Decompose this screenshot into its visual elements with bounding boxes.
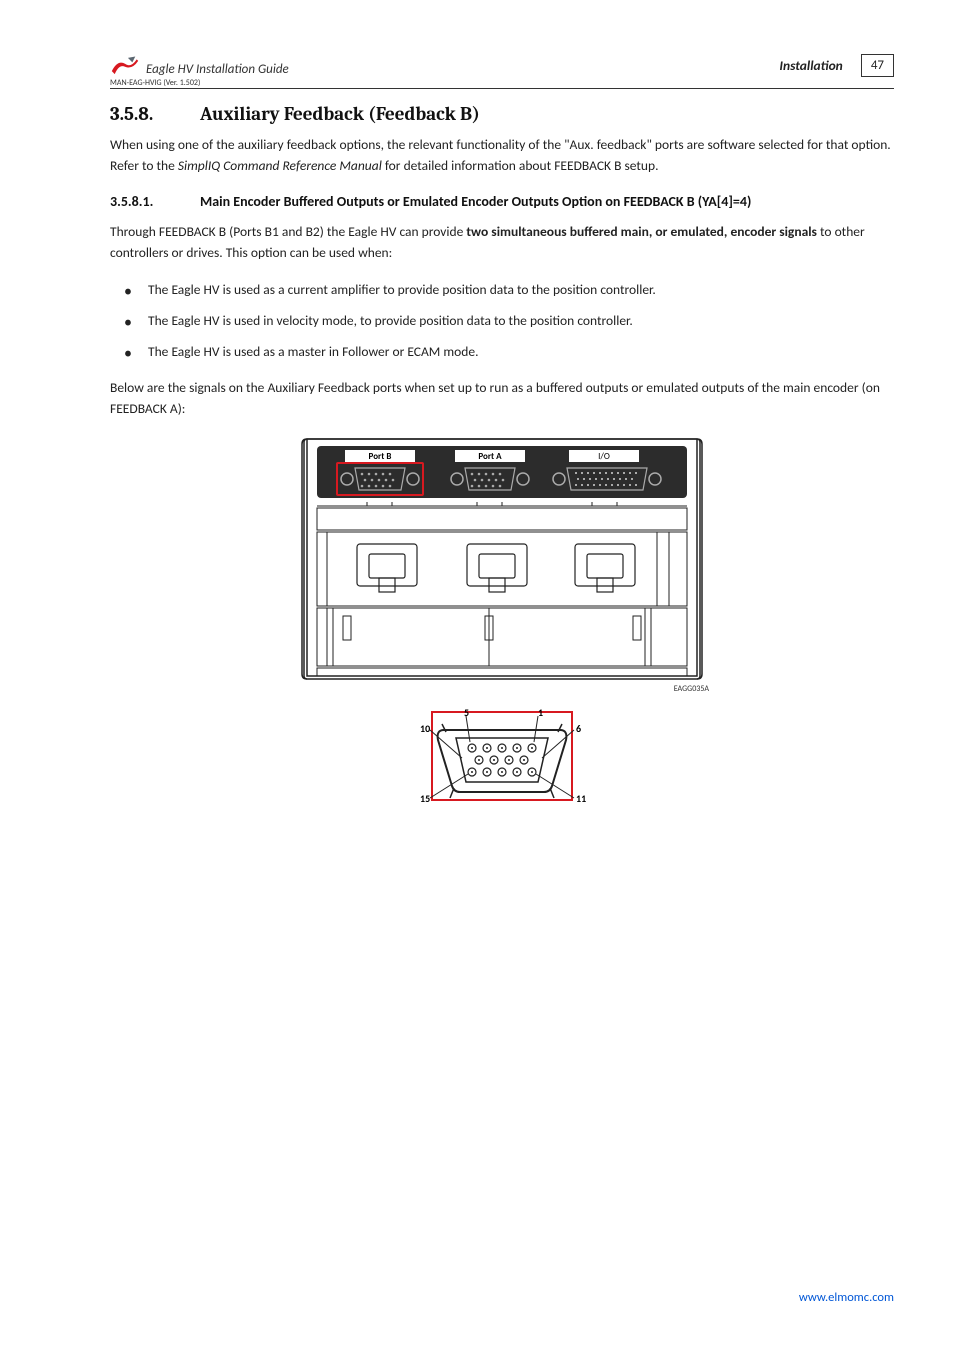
header-left: Eagle HV Installation Guide — [110, 55, 289, 77]
bullet-item: The Eagle HV is used as a master in Foll… — [124, 342, 894, 363]
svg-text:1: 1 — [538, 706, 543, 719]
heading-3581: 3.5.8.1.Main Encoder Buffered Outputs or… — [110, 193, 894, 210]
footer-url[interactable]: www.elmomc.com — [799, 1290, 894, 1305]
svg-text:10: 10 — [420, 722, 430, 735]
page-header: Eagle HV Installation Guide Installation… — [110, 54, 894, 77]
page-number-badge: 47 — [861, 54, 894, 77]
doc-title: Eagle HV Installation Guide — [146, 62, 289, 77]
brand-logo-icon — [110, 55, 140, 77]
p1-bold: two simultaneous buffered main, or emula… — [466, 223, 817, 240]
diagram-caption: EAGG035A — [110, 684, 709, 694]
svg-text:I/O: I/O — [598, 451, 610, 462]
device-diagram: Port B Port A I/O — [110, 436, 894, 681]
heading-358-number: 3.5.8. — [110, 103, 200, 125]
p-through-feedback: Through FEEDBACK B (Ports B1 and B2) the… — [110, 222, 894, 264]
svg-text:Port B: Port B — [369, 451, 392, 462]
p1-a: Through FEEDBACK B (Ports B1 and B2) the… — [110, 223, 466, 240]
svg-text:15: 15 — [420, 792, 430, 805]
intro-text-b: for detailed information about FEEDBACK … — [382, 157, 659, 174]
bullet-item: The Eagle HV is used in velocity mode, t… — [124, 311, 894, 332]
svg-text:11: 11 — [576, 792, 586, 805]
heading-358-title: Auxiliary Feedback (Feedback B) — [200, 103, 480, 125]
section-label: Installation — [779, 57, 842, 74]
heading-358: 3.5.8.Auxiliary Feedback (Feedback B) — [110, 103, 894, 125]
connector-diagram: 5 1 10 6 15 11 — [110, 702, 894, 810]
heading-3581-number: 3.5.8.1. — [110, 193, 200, 210]
bullet-list: The Eagle HV is used as a current amplif… — [110, 280, 894, 363]
svg-text:Port A: Port A — [478, 451, 502, 462]
p-below-signals: Below are the signals on the Auxiliary F… — [110, 378, 894, 420]
bullet-item: The Eagle HV is used as a current amplif… — [124, 280, 894, 301]
intro-paragraph: When using one of the auxiliary feedback… — [110, 135, 894, 177]
header-divider — [110, 88, 894, 89]
version-text: MAN-EAG-HVIG (Ver. 1.502) — [110, 78, 894, 88]
header-right: Installation 47 — [779, 54, 894, 77]
svg-text:6: 6 — [576, 722, 581, 735]
heading-3581-title: Main Encoder Buffered Outputs or Emulate… — [200, 193, 751, 210]
intro-reference-italic: SimplIQ Command Reference Manual — [178, 157, 382, 174]
